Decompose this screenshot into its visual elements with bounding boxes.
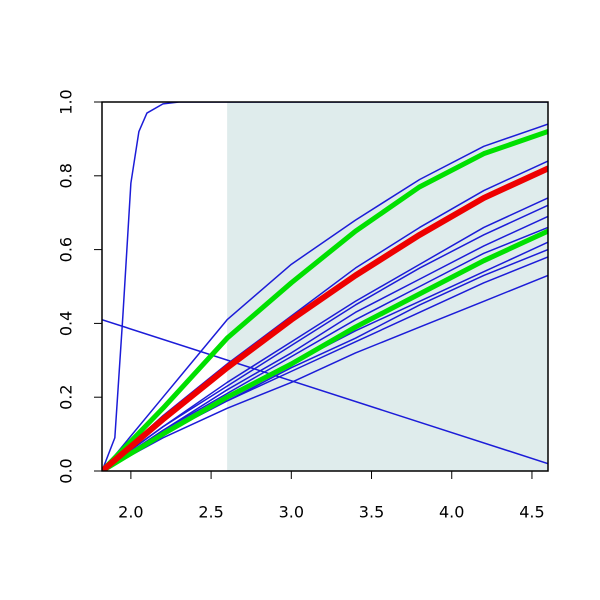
curve (102, 123, 548, 471)
y-tick-label: 1.0 (57, 89, 76, 114)
curve (102, 226, 548, 471)
x-tick-label: 2.5 (198, 503, 223, 522)
curve (102, 274, 548, 471)
lines-layer (102, 102, 548, 471)
x-tick-label: 2.0 (118, 503, 143, 522)
plot-box (101, 101, 549, 472)
x-tick-label: 4.5 (519, 503, 544, 522)
y-tick-label: 0.6 (57, 237, 76, 262)
curve (102, 129, 548, 471)
axes-layer: 2.0 2.5 3.0 3.5 4.0 4.5 0.0 0.2 0.4 0.6 0.8 1.0 (57, 89, 549, 522)
curve (102, 165, 548, 471)
y-tick-label: 0.0 (57, 458, 76, 483)
curve (102, 318, 548, 465)
y-tick-label: 0.4 (57, 311, 76, 336)
x-tick-label: 3.0 (279, 503, 304, 522)
y-tick-label: 0.2 (57, 384, 76, 409)
x-tick-label: 4.0 (439, 503, 464, 522)
x-tick-label: 3.5 (359, 503, 384, 522)
curve (102, 204, 548, 471)
curve (102, 228, 548, 471)
y-tick-label: 0.8 (57, 163, 76, 188)
